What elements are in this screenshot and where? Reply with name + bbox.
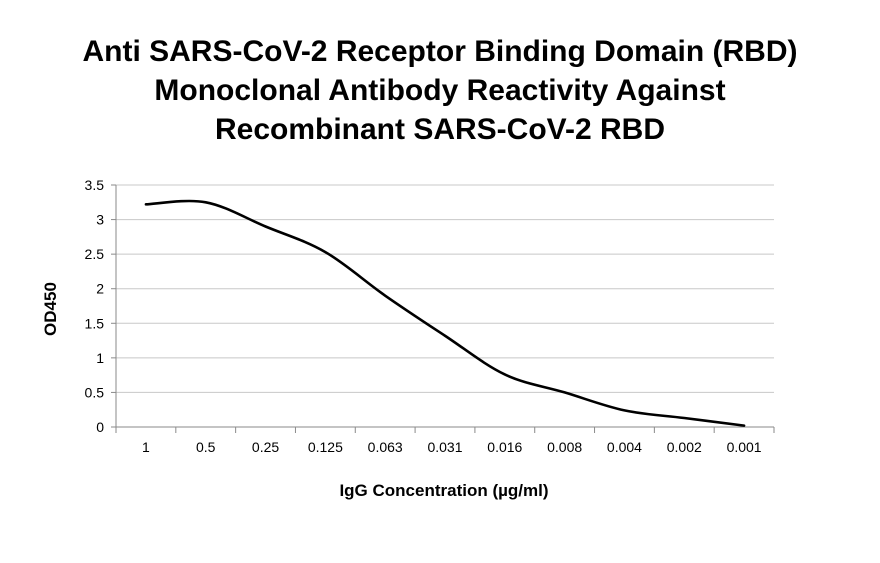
x-tick-label: 0.002 (667, 439, 702, 455)
chart-title: Anti SARS-CoV-2 Receptor Binding Domain … (0, 32, 880, 149)
x-tick-label: 1 (142, 439, 150, 455)
y-tick-label: 1 (96, 350, 104, 366)
y-tick-label: 0 (96, 419, 104, 435)
x-axis-title: IgG Concentration (µg/ml) (339, 481, 548, 500)
y-axis-title: OD450 (41, 282, 60, 336)
y-tick-label: 3.5 (85, 177, 105, 193)
y-tick-label: 2 (96, 281, 104, 297)
x-tick-label: 0.004 (607, 439, 642, 455)
y-tick-label: 1.5 (85, 315, 105, 331)
y-tick-label: 0.5 (85, 384, 105, 400)
gridlines (116, 184, 774, 393)
x-tick-label: 0.008 (547, 439, 582, 455)
y-tick-label: 3 (96, 212, 104, 228)
axes (111, 184, 775, 433)
x-tick-label: 0.016 (487, 439, 522, 455)
chart-title-line-1: Anti SARS-CoV-2 Receptor Binding Domain … (82, 35, 798, 68)
x-tick-label: 0.125 (308, 439, 343, 455)
tick-labels: 0 0.5 1 1.5 2 2.5 3 3.5 1 0.5 0.25 0.125 0.063 0.031 0… (85, 177, 762, 455)
x-tick-label: 0.5 (196, 439, 216, 455)
y-tick-label: 2.5 (85, 246, 105, 262)
chart-title-line-2: Monoclonal Antibody Reactivity Against (154, 74, 726, 107)
series-line-0 (144, 199, 746, 427)
x-tick-label: 0.031 (427, 439, 462, 455)
x-tick-label: 0.063 (368, 439, 403, 455)
x-tick-label: 0.001 (727, 439, 762, 455)
x-tick-label: 0.25 (252, 439, 279, 455)
series-layer (144, 199, 746, 427)
chart-title-line-3: Recombinant SARS-CoV-2 RBD (214, 113, 666, 146)
